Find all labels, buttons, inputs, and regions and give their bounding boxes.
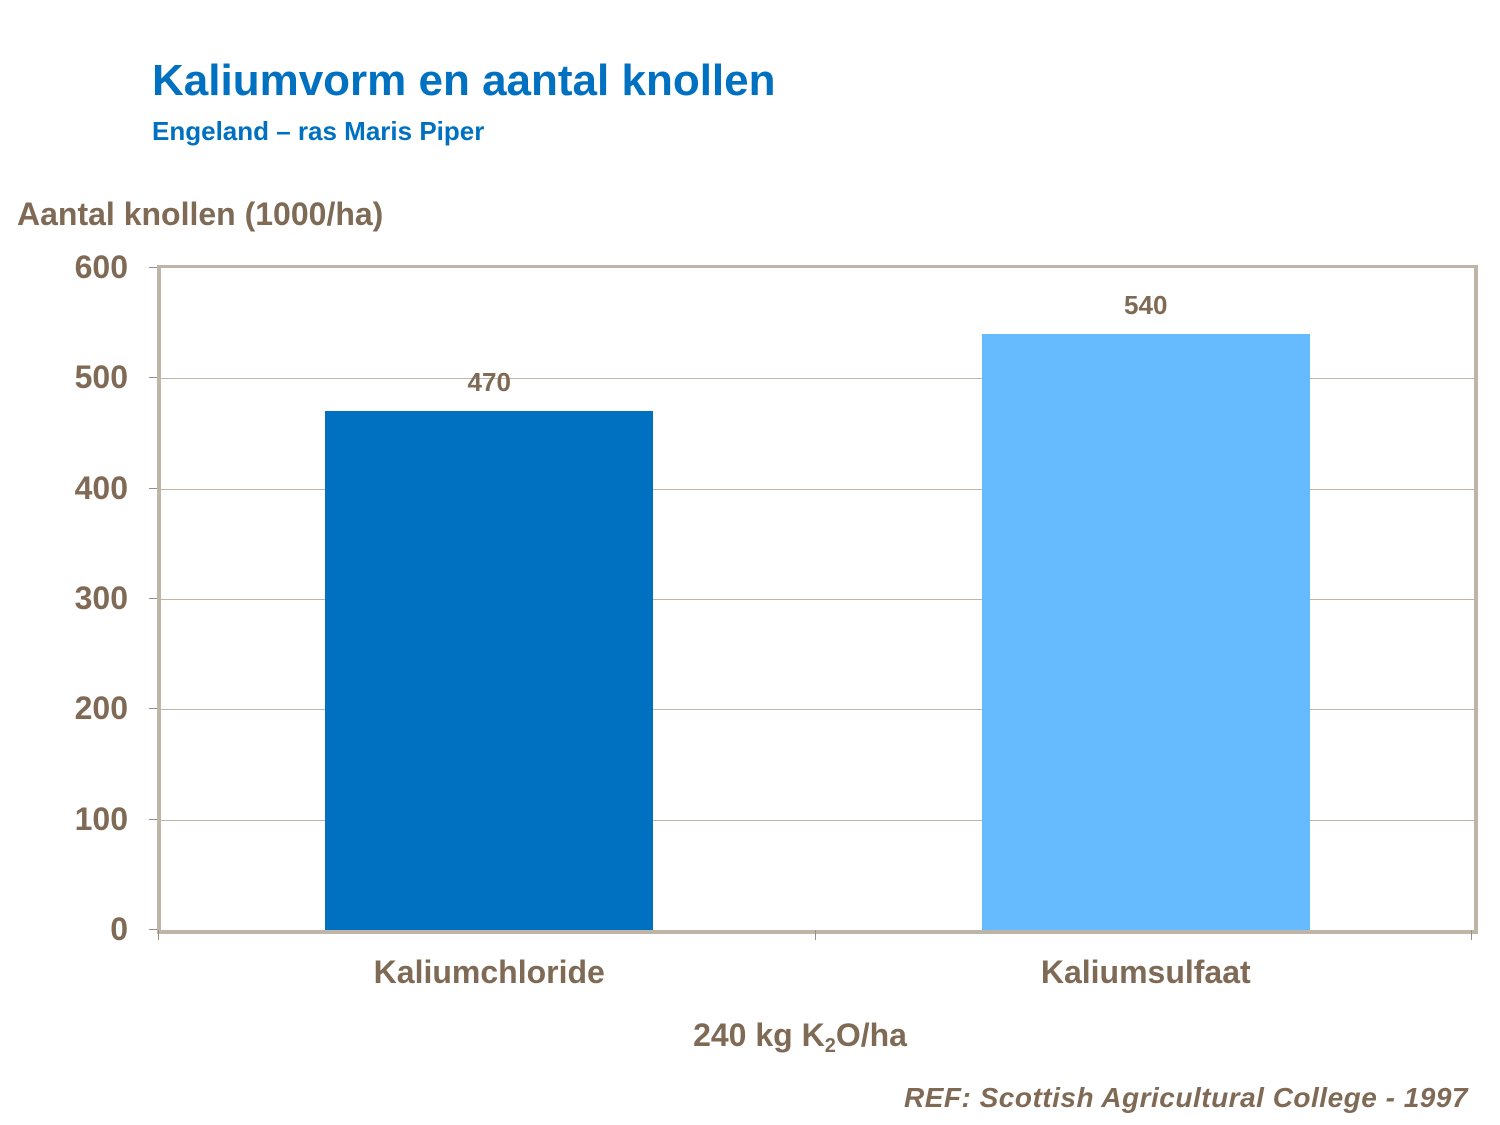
x-axis-label: 240 kg K2O/ha — [500, 1017, 1100, 1058]
y-tick-label: 0 — [110, 911, 128, 947]
gridline — [161, 599, 1474, 600]
data-label: 470 — [467, 367, 511, 398]
x-axis-label-subscript: 2 — [824, 1035, 836, 1057]
y-tick-label: 500 — [74, 359, 128, 396]
x-category-label: Kaliumsulfaat — [1040, 954, 1251, 990]
y-tick-label: 600 — [74, 249, 128, 285]
x-tick-mark — [814, 930, 816, 940]
plot-area: 470 540 — [157, 265, 1478, 934]
data-label: 540 — [1124, 290, 1168, 321]
y-tick-mark — [149, 818, 158, 820]
y-tick-label: 400 — [74, 469, 128, 506]
x-axis-label-suffix: O/ha — [835, 1017, 907, 1053]
gridline — [161, 819, 1474, 821]
y-axis-label: Aantal knollen (1000/ha) — [17, 196, 384, 232]
chart-subtitle: Engeland – ras Maris Piper — [152, 116, 485, 146]
y-tick-label: 200 — [74, 690, 128, 727]
x-axis-label-prefix: 240 kg K — [693, 1017, 825, 1053]
x-tick-mark — [158, 930, 159, 940]
y-tick-mark — [149, 487, 158, 489]
y-tick-mark — [149, 929, 158, 930]
y-tick-mark — [149, 598, 158, 599]
bar-kaliumchloride — [325, 411, 654, 930]
gridline — [161, 378, 1474, 380]
y-tick-mark — [149, 708, 158, 710]
gridline — [161, 488, 1474, 490]
x-category-label: Kaliumchloride — [373, 954, 605, 990]
chart-title: Kaliumvorm en aantal knollen — [152, 56, 776, 105]
reference-note: REF: Scottish Agricultural College - 199… — [903, 1082, 1468, 1113]
y-tick-mark — [149, 377, 158, 379]
y-tick-mark — [149, 267, 158, 268]
x-tick-mark — [1471, 930, 1472, 940]
bar-kaliumsulfaat — [981, 334, 1310, 930]
gridline — [161, 709, 1474, 711]
y-tick-label: 300 — [74, 580, 128, 616]
y-tick-label: 100 — [74, 800, 128, 837]
